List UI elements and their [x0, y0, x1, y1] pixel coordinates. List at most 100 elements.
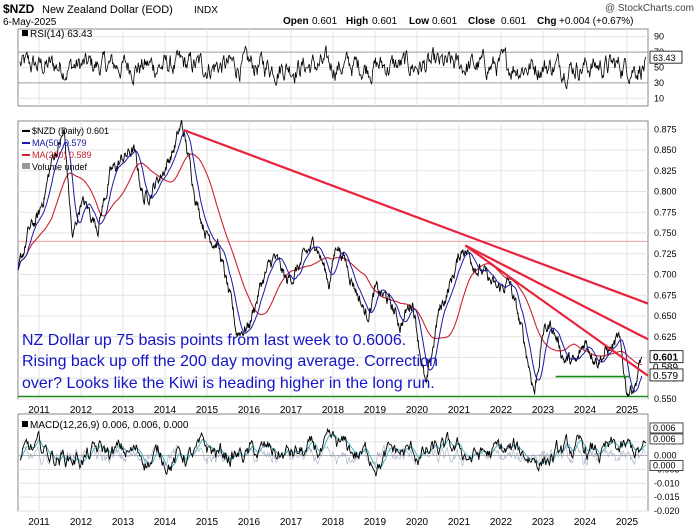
macd-legend-label: MACD(12,26,9) 0.006, 0.006, 0.000: [30, 420, 189, 431]
macd-legend: MACD(12,26,9) 0.006, 0.006, 0.000: [22, 420, 189, 431]
price-xtick-label: 2012: [70, 405, 93, 416]
macd-ytick-label: -0.015: [654, 492, 680, 502]
price-ytick-label: 0.850: [654, 145, 677, 155]
annotation-line-3: over? Looks like the Kiwi is heading hig…: [22, 375, 435, 392]
price-tag-box: [649, 368, 684, 382]
price-xtick-label: 2017: [280, 405, 303, 416]
instrument-name: New Zealand Dollar (EOD): [42, 4, 173, 16]
low-value: 0.601: [432, 16, 457, 27]
close-value: 0.601: [501, 16, 526, 27]
price-xtick-label: 2021: [448, 405, 471, 416]
macd-line: [19, 427, 647, 477]
chg-label: Chg: [537, 16, 556, 27]
price-xtick-label: 2019: [364, 405, 387, 416]
rsi-current-tag: 63.43: [653, 53, 676, 63]
price-xtick-label: 2013: [112, 405, 135, 416]
price-ytick-label: 0.550: [654, 394, 677, 404]
trend-line: [464, 244, 649, 377]
macd-xtick-label: 2025: [616, 517, 639, 528]
macd-ytick-label: -0.010: [654, 478, 680, 488]
price-ytick-label: 0.650: [654, 311, 677, 321]
macd-current-tag-box: [649, 433, 684, 445]
price-ytick-label: 0.750: [654, 228, 677, 238]
low-label: Low: [409, 16, 429, 27]
macd-xtick-label: 2016: [238, 517, 261, 528]
price-tag: 0.579: [653, 371, 678, 382]
price-line: [17, 119, 643, 397]
trend-line: [464, 244, 649, 341]
macd-xtick-label: 2020: [406, 517, 429, 528]
axis-labels: 2011 2012 2013 2014 2015 2016 2017 2018 2019 2020…: [28, 32, 684, 528]
price-xtick-label: 2020: [406, 405, 429, 416]
macd-ytick-label: 0.000: [654, 451, 677, 461]
macd-current-tag-box: [649, 422, 684, 434]
macd-current-tag: 0.006: [653, 434, 676, 444]
macd-legend-swatch: [22, 421, 28, 427]
macd-xtick-label: 2018: [322, 517, 345, 528]
price-ytick-label: 0.700: [654, 270, 677, 280]
volume-legend-label: Volume undef: [32, 162, 88, 172]
price-tag-box: [649, 350, 684, 364]
ma200-line: [17, 153, 642, 366]
macd-histogram: [19, 443, 646, 468]
price-xtick-label: 2015: [196, 405, 219, 416]
open-label: Open: [283, 16, 309, 27]
open-value: 0.601: [312, 16, 337, 27]
price-legend-label: $NZD (Daily) 0.601: [32, 126, 109, 136]
macd-current-tag: 0.000: [653, 461, 676, 471]
macd-xtick-label: 2022: [490, 517, 513, 528]
rsi-ytick-label: 10: [654, 93, 664, 103]
price-xtick-label: 2011: [28, 405, 50, 416]
chart-date: 6-May-2025: [3, 17, 57, 28]
price-ytick-label: 0.725: [654, 249, 677, 259]
annotation-line-2: Rising back up off the 200 day moving av…: [22, 353, 438, 370]
macd-xtick-label: 2014: [154, 517, 177, 528]
price-xtick-label: 2025: [616, 405, 639, 416]
price-ytick-label: 0.625: [654, 332, 677, 342]
rsi-legend-swatch: [22, 30, 28, 36]
ohlc-readout: Open 0.601 High 0.601 Low 0.601 Close 0.…: [283, 16, 634, 27]
rsi-line: [19, 45, 647, 90]
rsi-legend: RSI(14) 63.43: [22, 29, 93, 40]
rsi-ytick-label: 30: [654, 78, 664, 88]
close-label: Close: [468, 16, 496, 27]
exchange-label: INDX: [194, 5, 218, 16]
price-ytick-label: 0.875: [654, 124, 677, 134]
price-ytick-label: 0.775: [654, 207, 677, 217]
price-ytick-label: 0.825: [654, 166, 677, 176]
price-xtick-label: 2014: [154, 405, 177, 416]
price-xtick-label: 2023: [532, 405, 555, 416]
price-tag: 0.601: [653, 353, 678, 364]
trend-line: [183, 129, 649, 305]
macd-xtick-label: 2012: [70, 517, 93, 528]
macd-current-tag-box: [649, 460, 684, 471]
ma200-legend-label: MA(200) 0.589: [32, 150, 92, 160]
rsi-ytick-label: 50: [654, 63, 664, 73]
annotation-line-1: NZ Dollar up 75 basis points from last w…: [22, 332, 406, 349]
rsi-layer: [18, 45, 648, 90]
chg-value: +0.004 (+0.67%): [559, 16, 634, 27]
grid-lines: [18, 29, 648, 512]
brand-label: @ StockCharts.com: [605, 3, 694, 14]
price-layer: [17, 119, 649, 398]
ma50-line: [17, 130, 643, 392]
macd-current-tag: 0.006: [653, 423, 676, 433]
macd-xtick-label: 2015: [196, 517, 219, 528]
high-label: High: [346, 16, 368, 27]
price-xtick-label: 2016: [238, 405, 261, 416]
macd-ytick-label: -0.020: [654, 506, 680, 516]
rsi-ytick-label: 90: [654, 32, 664, 42]
volume-legend-swatch: [22, 163, 30, 169]
rsi-current-tag-box: [649, 50, 683, 64]
macd-layer: [18, 427, 648, 477]
price-legend: $NZD (Daily) 0.601 MA(50) 0.579 MA(200) …: [22, 126, 109, 172]
price-xtick-label: 2024: [574, 405, 597, 416]
macd-xtick-label: 2017: [280, 517, 303, 528]
rsi-legend-label: RSI(14) 63.43: [30, 29, 93, 40]
price-ytick-label: 0.675: [654, 290, 677, 300]
macd-xtick-label: 2021: [448, 517, 471, 528]
macd-xtick-label: 2019: [364, 517, 387, 528]
ma50-legend-label: MA(50) 0.579: [32, 138, 87, 148]
macd-xtick-label: 2023: [532, 517, 555, 528]
annotation-text: NZ Dollar up 75 basis points from last w…: [22, 332, 438, 392]
